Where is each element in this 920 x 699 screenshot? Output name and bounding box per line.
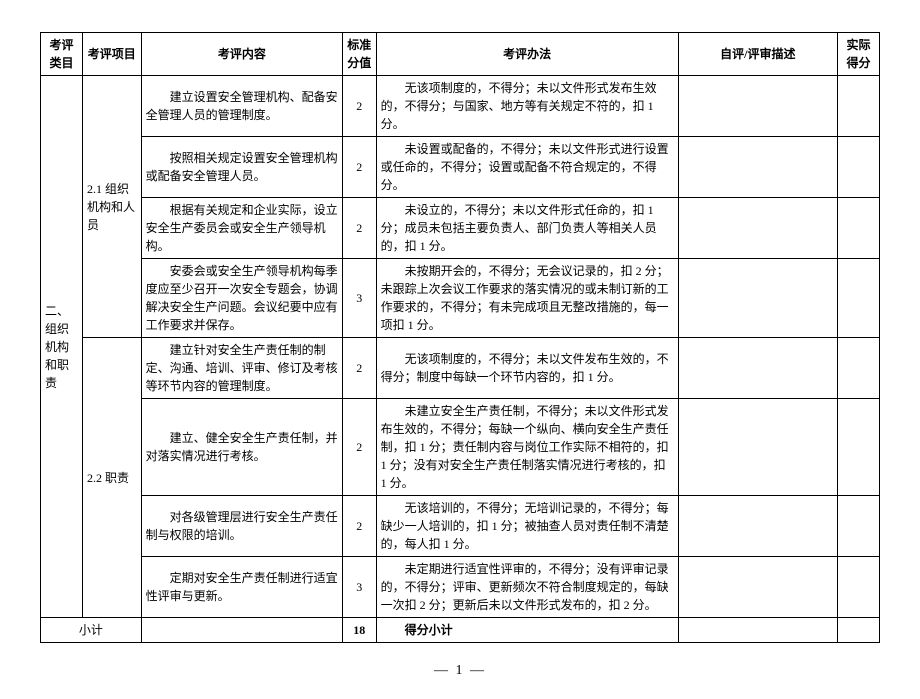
self-desc-cell (678, 137, 837, 198)
std-score-cell: 3 (343, 557, 377, 618)
std-score-cell: 2 (343, 137, 377, 198)
actual-score-cell (838, 399, 880, 496)
self-desc-cell (678, 557, 837, 618)
col-self-desc: 自评/评审描述 (678, 33, 837, 76)
subtotal-score: 18 (343, 618, 377, 643)
item-cell: 2.2 职责 (82, 338, 141, 618)
content-cell: 根据有关规定和企业实际，设立安全生产委员会或安全生产领导机构。 (141, 198, 342, 259)
table-row: 根据有关规定和企业实际，设立安全生产委员会或安全生产领导机构。2未设立的，不得分… (41, 198, 880, 259)
actual-score-cell (838, 496, 880, 557)
method-cell: 未设置或配备的，不得分；未以文件形式进行设置或任命的，不得分；设置或配备不符合规… (376, 137, 678, 198)
actual-score-cell (838, 198, 880, 259)
actual-score-cell (838, 338, 880, 399)
method-cell: 无该项制度的，不得分；未以文件形式发布生效的，不得分；与国家、地方等有关规定不符… (376, 76, 678, 137)
table-row: 二、组织机构和职责2.1 组织机构和人员建立设置安全管理机构、配备安全管理人员的… (41, 76, 880, 137)
table-row: 定期对安全生产责任制进行适宜性评审与更新。3未定期进行适宜性评审的，不得分；没有… (41, 557, 880, 618)
table-row: 安委会或安全生产领导机构每季度应至少召开一次安全专题会，协调解决安全生产问题。会… (41, 259, 880, 338)
std-score-cell: 2 (343, 76, 377, 137)
actual-score-cell (838, 137, 880, 198)
table-row: 对各级管理层进行安全生产责任制与权限的培训。2无该培训的，不得分；无培训记录的，… (41, 496, 880, 557)
method-cell: 未建立安全生产责任制，不得分；未以文件形式发布生效的，不得分；每缺一个纵向、横向… (376, 399, 678, 496)
content-cell: 定期对安全生产责任制进行适宜性评审与更新。 (141, 557, 342, 618)
subtotal-self (678, 618, 837, 643)
self-desc-cell (678, 259, 837, 338)
content-cell: 对各级管理层进行安全生产责任制与权限的培训。 (141, 496, 342, 557)
item-cell: 2.1 组织机构和人员 (82, 76, 141, 338)
subtotal-actual (838, 618, 880, 643)
table-header-row: 考评类目 考评项目 考评内容 标准分值 考评办法 自评/评审描述 实际得分 (41, 33, 880, 76)
std-score-cell: 2 (343, 338, 377, 399)
page-number: — 1 — (40, 663, 880, 679)
col-category: 考评类目 (41, 33, 83, 76)
method-cell: 未定期进行适宜性评审的，不得分；没有评审记录的，不得分；评审、更新频次不符合制度… (376, 557, 678, 618)
content-cell: 建立、健全安全生产责任制，并对落实情况进行考核。 (141, 399, 342, 496)
col-method: 考评办法 (376, 33, 678, 76)
content-cell: 建立针对安全生产责任制的制定、沟通、培训、评审、修订及考核等环节内容的管理制度。 (141, 338, 342, 399)
category-cell: 二、组织机构和职责 (41, 76, 83, 618)
subtotal-row: 小计 18得分小计 (41, 618, 880, 643)
content-cell: 按照相关规定设置安全管理机构或配备安全管理人员。 (141, 137, 342, 198)
subtotal-method-label: 得分小计 (376, 618, 678, 643)
table-row: 建立、健全安全生产责任制，并对落实情况进行考核。2未建立安全生产责任制，不得分；… (41, 399, 880, 496)
actual-score-cell (838, 557, 880, 618)
col-content: 考评内容 (141, 33, 342, 76)
self-desc-cell (678, 76, 837, 137)
assessment-table: 考评类目 考评项目 考评内容 标准分值 考评办法 自评/评审描述 实际得分 二、… (40, 32, 880, 643)
actual-score-cell (838, 259, 880, 338)
col-std-score: 标准分值 (343, 33, 377, 76)
content-cell: 安委会或安全生产领导机构每季度应至少召开一次安全专题会，协调解决安全生产问题。会… (141, 259, 342, 338)
table-row: 按照相关规定设置安全管理机构或配备安全管理人员。2未设置或配备的，不得分；未以文… (41, 137, 880, 198)
content-cell: 建立设置安全管理机构、配备安全管理人员的管理制度。 (141, 76, 342, 137)
method-cell: 无该项制度的，不得分；未以文件发布生效的，不得分；制度中每缺一个环节内容的，扣 … (376, 338, 678, 399)
method-cell: 无该培训的，不得分；无培训记录的，不得分；每缺少一人培训的，扣 1 分；被抽查人… (376, 496, 678, 557)
self-desc-cell (678, 198, 837, 259)
self-desc-cell (678, 496, 837, 557)
std-score-cell: 2 (343, 496, 377, 557)
subtotal-content (141, 618, 342, 643)
std-score-cell: 2 (343, 399, 377, 496)
method-cell: 未按期开会的，不得分；无会议记录的，扣 2 分；未跟踪上次会议工作要求的落实情况… (376, 259, 678, 338)
col-actual-score: 实际得分 (838, 33, 880, 76)
self-desc-cell (678, 338, 837, 399)
col-item: 考评项目 (82, 33, 141, 76)
method-cell: 未设立的，不得分；未以文件形式任命的，扣 1 分；成员未包括主要负责人、部门负责… (376, 198, 678, 259)
actual-score-cell (838, 76, 880, 137)
subtotal-label: 小计 (41, 618, 142, 643)
table-row: 2.2 职责建立针对安全生产责任制的制定、沟通、培训、评审、修订及考核等环节内容… (41, 338, 880, 399)
self-desc-cell (678, 399, 837, 496)
std-score-cell: 3 (343, 259, 377, 338)
std-score-cell: 2 (343, 198, 377, 259)
